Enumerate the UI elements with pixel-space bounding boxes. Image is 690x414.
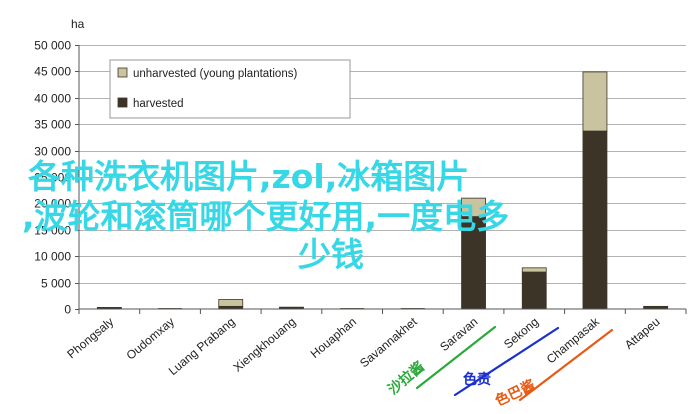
handwritten-note-2: 色责 [463,371,491,388]
x-tick-label: Houaphan [308,315,359,361]
blue-stroke [453,326,560,397]
y-tick-label: 50 000 [34,39,71,53]
handwritten-note-1: 沙拉酱 [385,358,428,398]
y-tick-label: 40 000 [34,92,71,106]
overlay-line-2: ,波轮和滚筒哪个更好用,一度电多 [22,197,509,236]
y-tick-label: 15 000 [34,224,71,238]
x-tick-label: Attapeu [622,315,663,352]
overlay-line-3: 少钱 [298,235,364,274]
x-tick-label: Luang Prabang [166,315,238,378]
y-tick-label: 35 000 [34,118,71,132]
y-tick-labels: 0 5 000 10 000 15 000 20 000 25 000 30 000 35 0… [34,39,79,317]
y-tick-label: 20 000 [34,197,71,211]
bar-unharvested [643,305,669,308]
overlay-line-1: 各种洗衣机图片,zol,冰箱图片 [27,157,469,196]
legend-label-harvested: harvested [133,98,184,110]
bar-unharvested [279,306,304,309]
green-stroke [415,325,497,390]
bar-harvested [521,271,547,310]
y-axis-title: ha [71,17,85,31]
x-tick-label: Xiengkhouang [231,315,299,375]
legend-swatch-unharvested [117,67,128,78]
y-tick-label: 0 [64,303,71,317]
bar-unharvested [521,267,547,273]
y-tick-label: 45 000 [34,65,71,79]
bar-harvested [461,216,486,310]
legend-label-unharvested: unharvested (young plantations) [133,68,297,80]
x-tick-label: Oudomxay [124,315,177,363]
y-tick-label: 30 000 [34,145,71,159]
x-tick-label: Sekong [501,315,541,352]
legend-box [109,59,351,119]
x-tick-label: Savannakhet [357,314,420,370]
bar-unharvested [582,71,608,132]
bar-unharvested [461,197,486,217]
legend: unharvested (young plantations) harveste… [109,59,351,119]
watermark-overlay-text: 各种洗衣机图片,zol,冰箱图片 ,波轮和滚筒哪个更好用,一度电多 少钱 [22,157,509,274]
legend-swatch-harvested [117,97,128,108]
x-tick-label: Phongsaly [64,315,116,362]
gridlines [79,45,686,284]
y-tick-label: 10 000 [34,250,71,264]
bar-unharvested [218,299,244,307]
y-tick-label: 25 000 [34,171,71,185]
handwritten-note-3: 色巴酱 [493,376,538,409]
y-tick-label: 5 000 [41,277,71,291]
bar-unharvested [96,307,122,309]
x-tick-label: Saravan [437,315,480,354]
bar-harvested [582,130,608,310]
orange-stroke [518,328,614,402]
